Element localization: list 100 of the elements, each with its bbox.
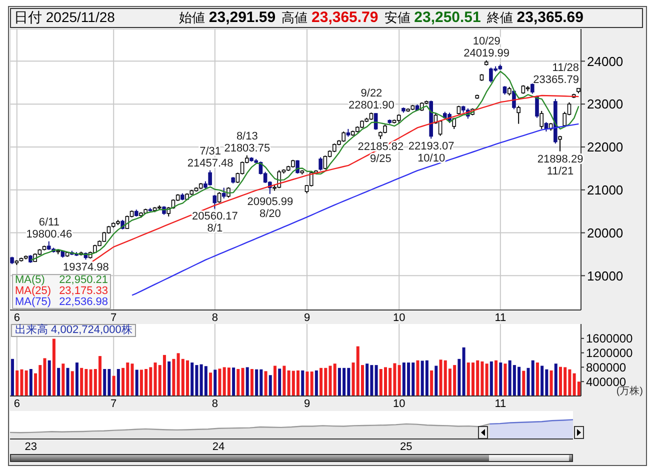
bar [227, 368, 230, 396]
annotation: 20560.17 [192, 210, 238, 223]
x-tick-label: 8 [212, 398, 218, 410]
bar [218, 368, 222, 396]
annotation: 8/13 [236, 130, 258, 142]
bar [282, 366, 286, 396]
bar [250, 369, 254, 396]
bar [232, 368, 236, 396]
candlestick [318, 156, 322, 172]
x-tick-label: 7 [110, 312, 117, 324]
candlestick [530, 82, 534, 94]
candlestick [512, 90, 516, 110]
bar [314, 370, 318, 396]
bar [11, 358, 14, 396]
candlestick [296, 160, 300, 174]
bar [550, 370, 553, 396]
bar [499, 362, 502, 396]
bar [490, 361, 493, 396]
annotation: 10/10 [418, 152, 446, 165]
x-tick-label: 6 [14, 312, 20, 324]
bar [214, 370, 217, 396]
annotation: 21803.75 [224, 142, 270, 154]
y-tick-label: 24000 [587, 54, 624, 69]
x-tick-label: 23 [24, 440, 37, 453]
bar [246, 367, 249, 396]
bar [135, 370, 138, 396]
bar [416, 360, 420, 396]
bar [24, 370, 28, 396]
bar [554, 364, 558, 396]
bar [462, 347, 466, 396]
bar [236, 369, 240, 396]
annotation: 10/29 [472, 35, 500, 48]
chart-title: 日付 2025/11/28 [14, 9, 116, 27]
bar [540, 366, 544, 396]
annotation: 11/28 [551, 62, 579, 74]
bar [531, 360, 534, 396]
bar [536, 362, 539, 396]
bar [57, 368, 60, 396]
bar [430, 370, 434, 396]
annotation: 24019.99 [464, 47, 510, 60]
bar [333, 364, 336, 396]
y-tick-label: 21000 [587, 182, 624, 198]
annotation: 9/25 [370, 153, 392, 166]
candlestick [516, 105, 520, 124]
bar [398, 365, 401, 396]
annotation: 9/22 [360, 88, 382, 100]
bar [80, 368, 84, 396]
annotation: 11/21 [546, 165, 574, 178]
bar [264, 371, 268, 396]
annotation: 8/1 [207, 222, 223, 235]
text: MA(75) 22,536.98 [15, 296, 108, 308]
text: MA(5) 22,950.21 [15, 274, 108, 286]
bar [204, 366, 208, 396]
bar [522, 370, 526, 396]
annotation: 7/31 [200, 145, 222, 158]
annotation: 21457.48 [187, 157, 234, 170]
x-tick-label: 11 [494, 398, 506, 410]
bar [320, 368, 323, 396]
text: MA(25) 23,175.33 [15, 285, 108, 297]
y-tick-label: 800000 [586, 360, 626, 374]
annotation: 22193.07 [408, 140, 454, 153]
bar [112, 376, 116, 396]
candlestick [212, 194, 217, 210]
bar [190, 362, 194, 396]
annotation: 20905.99 [247, 196, 294, 208]
bar [75, 362, 78, 396]
bar [434, 366, 438, 396]
x-tick-label: 8 [212, 312, 218, 324]
annotation: 6/11 [38, 216, 60, 228]
bar [70, 371, 74, 396]
bar [186, 360, 189, 396]
bar [168, 361, 171, 396]
candlestick [452, 117, 456, 130]
y-tick-label: 20000 [587, 225, 624, 240]
candlestick [222, 187, 226, 199]
x-tick-label: 6 [14, 398, 20, 410]
x-tick-label: 24 [212, 440, 225, 453]
candlestick [558, 135, 562, 152]
bar [366, 364, 369, 396]
bar [255, 369, 258, 396]
bar [66, 368, 70, 396]
bar [374, 365, 378, 396]
y-tick-label: 23000 [587, 96, 624, 112]
y-tick-label: 19000 [587, 268, 624, 284]
bar [29, 369, 32, 396]
x-tick-label: 9 [304, 398, 310, 410]
bar [172, 358, 176, 396]
y-tick-label: 1200000 [586, 346, 634, 360]
x-tick-label: 7 [110, 398, 117, 410]
y-axis-title: (万株) [616, 386, 643, 398]
annotation: 19800.46 [26, 228, 72, 240]
y-tick-label: 1600000 [586, 332, 634, 346]
bar [485, 364, 488, 396]
y-tick-label: 22000 [587, 140, 624, 155]
annotation: 22801.90 [348, 100, 394, 112]
bar [241, 368, 244, 396]
x-tick-label: 10 [392, 398, 406, 410]
bar [301, 370, 304, 396]
bar [103, 369, 106, 396]
chart-title: 出来高 4,002,724,000株 [11, 324, 136, 337]
